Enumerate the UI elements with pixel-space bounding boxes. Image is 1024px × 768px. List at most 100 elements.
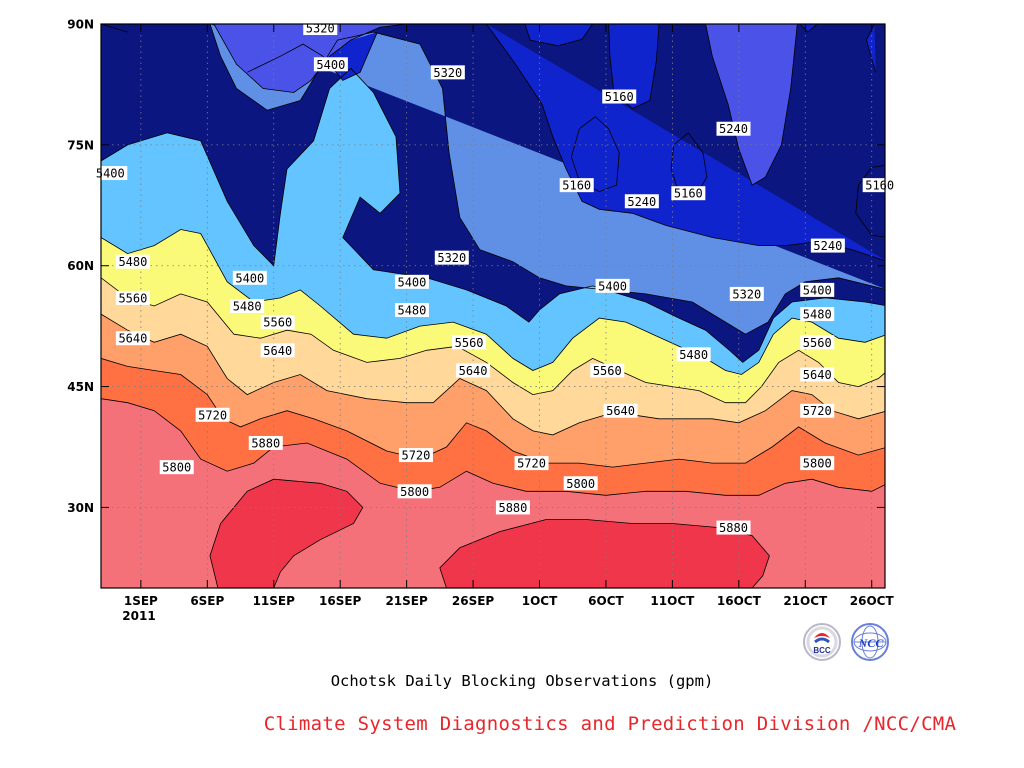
contour-label-text: 5160: [605, 90, 634, 104]
contour-line-5240-8: [213, 24, 407, 93]
contour-label-box: [716, 121, 751, 136]
contour-label-text: 5880: [719, 521, 748, 535]
x-tick-label: 16SEP: [319, 594, 362, 608]
contour-label-box: [716, 520, 751, 535]
contour-label-text: 5400: [235, 271, 264, 285]
contour-label-box: [729, 286, 764, 301]
x-tick-label: 26OCT: [850, 594, 895, 608]
x-tick-label: 6OCT: [588, 594, 624, 608]
contour-label-box: [115, 290, 150, 305]
contour-label-box: [260, 343, 295, 358]
contour-fills: [101, 24, 885, 588]
contour-label-text: 5880: [498, 501, 527, 515]
contour-label-text: 5800: [400, 485, 429, 499]
contour-label: 5480: [115, 254, 150, 269]
contour-label: 5640: [603, 403, 638, 418]
contour-line-5640-17: [101, 313, 885, 436]
feature-5880-15: [439, 519, 770, 588]
contour-label-text: 5400: [598, 279, 627, 293]
contour-label: 5160: [671, 186, 706, 201]
ncc-logo: NCC: [851, 623, 889, 661]
contour-label-text: 5640: [118, 332, 147, 346]
contour-label-box: [159, 460, 194, 475]
contour-line-5320-13: [101, 24, 128, 33]
contour-label-box: [595, 278, 630, 293]
contour-label: 5560: [800, 335, 835, 350]
contour-label-box: [590, 363, 625, 378]
y-tick-label: 75N: [67, 138, 94, 152]
contour-label: 5640: [456, 363, 491, 378]
contour-label-box: [313, 57, 348, 72]
contour-line-5160-5: [570, 116, 620, 193]
x-tick-label: 6SEP: [190, 594, 224, 608]
contour-label: 5720: [514, 456, 549, 471]
contour-label: 5400: [93, 166, 128, 181]
contour-line-5800-19: [101, 398, 885, 496]
contour-label-text: 5480: [397, 304, 426, 318]
contour-label-text: 5720: [803, 404, 832, 418]
contour-label-box: [394, 274, 429, 289]
credit-line: Climate System Diagnostics and Predictio…: [263, 713, 957, 735]
y-tick-label: 60N: [67, 259, 94, 273]
contour-label-text: 5640: [263, 344, 292, 358]
contour-label: 5400: [313, 57, 348, 72]
x-tick-label: 21SEP: [385, 594, 428, 608]
contour-label-box: [800, 335, 835, 350]
contour-line-5400-14: [101, 67, 885, 363]
y-tick-label: 30N: [67, 501, 94, 515]
contour-label-text: 5640: [459, 364, 488, 378]
contour-label-text: 5880: [251, 436, 280, 450]
x-tick-label: 26SEP: [452, 594, 495, 608]
contour-label: 5320: [303, 21, 338, 36]
contour-label-box: [260, 315, 295, 330]
contour-label-box: [230, 299, 265, 313]
y-tick-label: 90N: [67, 18, 94, 32]
x-tick-label: 11OCT: [650, 594, 695, 608]
contour-label-text: 5560: [455, 336, 484, 350]
band-5320-12: [210, 24, 885, 335]
contour-label-text: 5560: [803, 336, 832, 350]
contour-label: 5400: [800, 282, 835, 297]
contour-label-text: 5400: [316, 58, 345, 72]
contour-label: 5800: [800, 456, 835, 471]
contour-label-text: 5640: [803, 368, 832, 382]
contour-label-box: [602, 89, 637, 104]
contour-label-box: [563, 476, 598, 491]
contour-label: 5480: [230, 299, 265, 314]
plot-frame: [100, 23, 886, 589]
contour-label-text: 5480: [679, 348, 708, 362]
contour-label-text: 5560: [263, 316, 292, 330]
contour-label-text: 5480: [803, 308, 832, 322]
contour-label: 5160: [602, 89, 637, 104]
contour-label-box: [93, 166, 128, 181]
contour-label-text: 5160: [562, 179, 591, 193]
contour-label-box: [456, 363, 491, 378]
feature-5160-1: [524, 24, 593, 46]
contour-label: 5160: [559, 178, 594, 193]
contour-label-text: 5160: [674, 187, 703, 201]
bcc-logo: BCC: [803, 623, 841, 661]
x-tick-label: 21OCT: [783, 594, 828, 608]
contour-label-box: [559, 178, 594, 193]
contour-label-box: [248, 435, 283, 450]
feature-5240-10: [705, 24, 798, 186]
contour-label-box: [397, 484, 432, 499]
contour-label: 5640: [800, 367, 835, 382]
contour-label: 5320: [729, 286, 764, 301]
svg-text:BCC: BCC: [813, 646, 831, 655]
contour-line-5240-10: [705, 24, 798, 186]
contour-label-text: 5800: [162, 461, 191, 475]
contour-label-box: [232, 270, 267, 285]
contour-label: 5400: [394, 274, 429, 289]
contour-label-box: [514, 456, 549, 471]
contour-label: 5320: [430, 65, 465, 80]
contour-line-5240-9: [486, 24, 885, 262]
contour-label-box: [810, 238, 845, 253]
x-tick-label: 1SEP: [124, 594, 158, 608]
contour-label: 5480: [676, 347, 711, 362]
contour-label-box: [862, 178, 897, 193]
contour-label: 5640: [260, 343, 295, 358]
contour-line-5160-0: [247, 31, 378, 81]
y-axis-ticks: 30N 45N 60N 75N 90N: [67, 18, 885, 515]
contour-label-box: [671, 186, 706, 201]
